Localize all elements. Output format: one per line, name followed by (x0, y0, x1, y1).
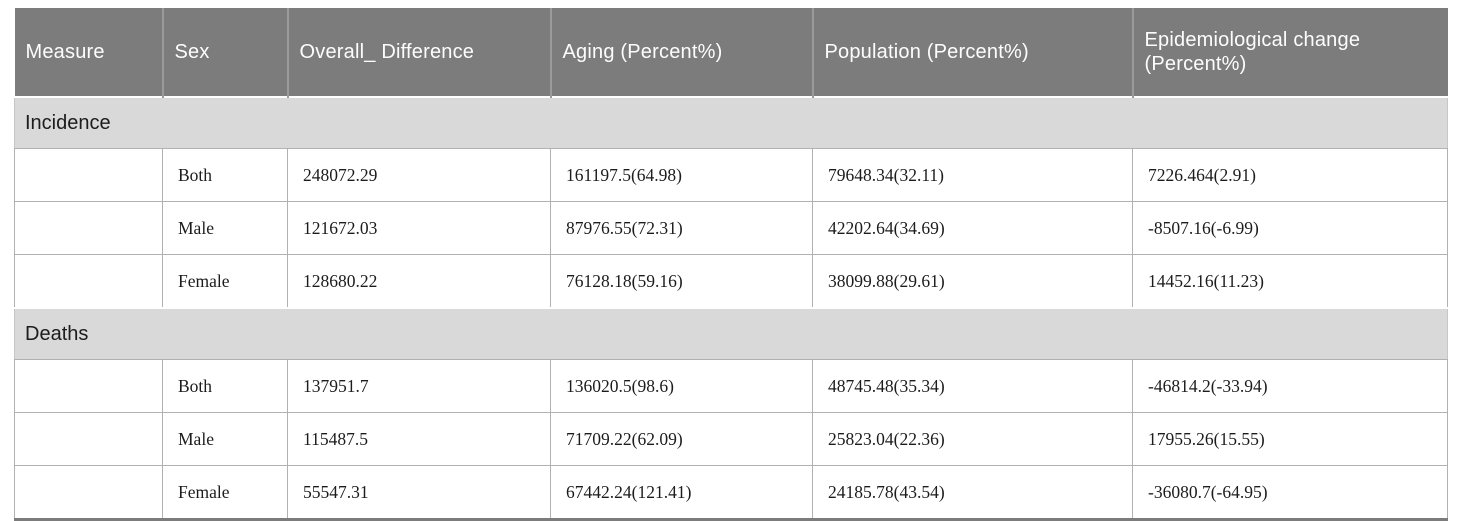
epidemiological-change-cell: 7226.464(2.91) (1132, 148, 1448, 202)
aging-cell: 87976.55(72.31) (550, 201, 813, 255)
population-cell: 79648.34(32.11) (812, 148, 1133, 202)
population-cell: 38099.88(29.61) (812, 254, 1133, 309)
aging-cell: 161197.5(64.98) (550, 148, 813, 202)
population-cell: 48745.48(35.34) (812, 359, 1133, 413)
overall-difference-cell: 137951.7 (287, 359, 551, 413)
table-row: Male 121672.03 87976.55(72.31) 42202.64(… (14, 201, 1448, 255)
table-row: Female 55547.31 67442.24(121.41) 24185.7… (14, 465, 1448, 520)
column-header-measure: Measure (14, 8, 163, 97)
measure-empty-cell (14, 359, 163, 413)
column-header-overall-difference: Overall_ Difference (286, 8, 551, 97)
aging-cell: 76128.18(59.16) (550, 254, 813, 309)
measure-empty-cell (14, 254, 163, 309)
aging-cell: 136020.5(98.6) (550, 359, 813, 413)
epidemiological-change-cell: 17955.26(15.55) (1132, 412, 1448, 466)
aging-cell: 71709.22(62.09) (550, 412, 813, 466)
sex-cell: Male (162, 201, 288, 255)
measure-empty-cell (14, 148, 163, 202)
epidemiological-change-cell: -36080.7(-64.95) (1132, 465, 1448, 520)
sex-cell: Both (162, 148, 288, 202)
overall-difference-cell: 55547.31 (287, 465, 551, 520)
population-cell: 25823.04(22.36) (812, 412, 1133, 466)
section-row-incidence: Incidence (14, 96, 1448, 149)
sex-cell: Female (162, 254, 288, 309)
table-row: Both 248072.29 161197.5(64.98) 79648.34(… (14, 148, 1448, 202)
overall-difference-cell: 121672.03 (287, 201, 551, 255)
header-row: Measure Sex Overall_ Difference Aging (P… (14, 8, 1448, 97)
aging-cell: 67442.24(121.41) (550, 465, 813, 520)
decomposition-table-container: Measure Sex Overall_ Difference Aging (P… (14, 8, 1448, 521)
sex-cell: Female (162, 465, 288, 520)
epidemiological-change-cell: 14452.16(11.23) (1132, 254, 1448, 309)
table-row: Male 115487.5 71709.22(62.09) 25823.04(2… (14, 412, 1448, 466)
population-cell: 42202.64(34.69) (812, 201, 1133, 255)
section-label: Deaths (14, 307, 1448, 360)
column-header-sex: Sex (161, 8, 288, 97)
table-body: Incidence Both 248072.29 161197.5(64.98)… (14, 96, 1448, 520)
sex-cell: Male (162, 412, 288, 466)
section-row-deaths: Deaths (14, 307, 1448, 360)
section-label: Incidence (14, 96, 1448, 149)
measure-empty-cell (14, 465, 163, 520)
epidemiological-change-cell: -8507.16(-6.99) (1132, 201, 1448, 255)
population-cell: 24185.78(43.54) (812, 465, 1133, 520)
table-row: Both 137951.7 136020.5(98.6) 48745.48(35… (14, 359, 1448, 413)
table-header: Measure Sex Overall_ Difference Aging (P… (14, 8, 1448, 97)
decomposition-table: Measure Sex Overall_ Difference Aging (P… (14, 8, 1448, 521)
overall-difference-cell: 248072.29 (287, 148, 551, 202)
overall-difference-cell: 128680.22 (287, 254, 551, 309)
measure-empty-cell (14, 201, 163, 255)
column-header-population: Population (Percent%) (811, 8, 1133, 97)
table-row: Female 128680.22 76128.18(59.16) 38099.8… (14, 254, 1448, 309)
epidemiological-change-cell: -46814.2(-33.94) (1132, 359, 1448, 413)
column-header-epidemiological-change: Epidemiological change (Percent%) (1131, 8, 1448, 97)
overall-difference-cell: 115487.5 (287, 412, 551, 466)
column-header-aging: Aging (Percent%) (549, 8, 813, 97)
sex-cell: Both (162, 359, 288, 413)
measure-empty-cell (14, 412, 163, 466)
